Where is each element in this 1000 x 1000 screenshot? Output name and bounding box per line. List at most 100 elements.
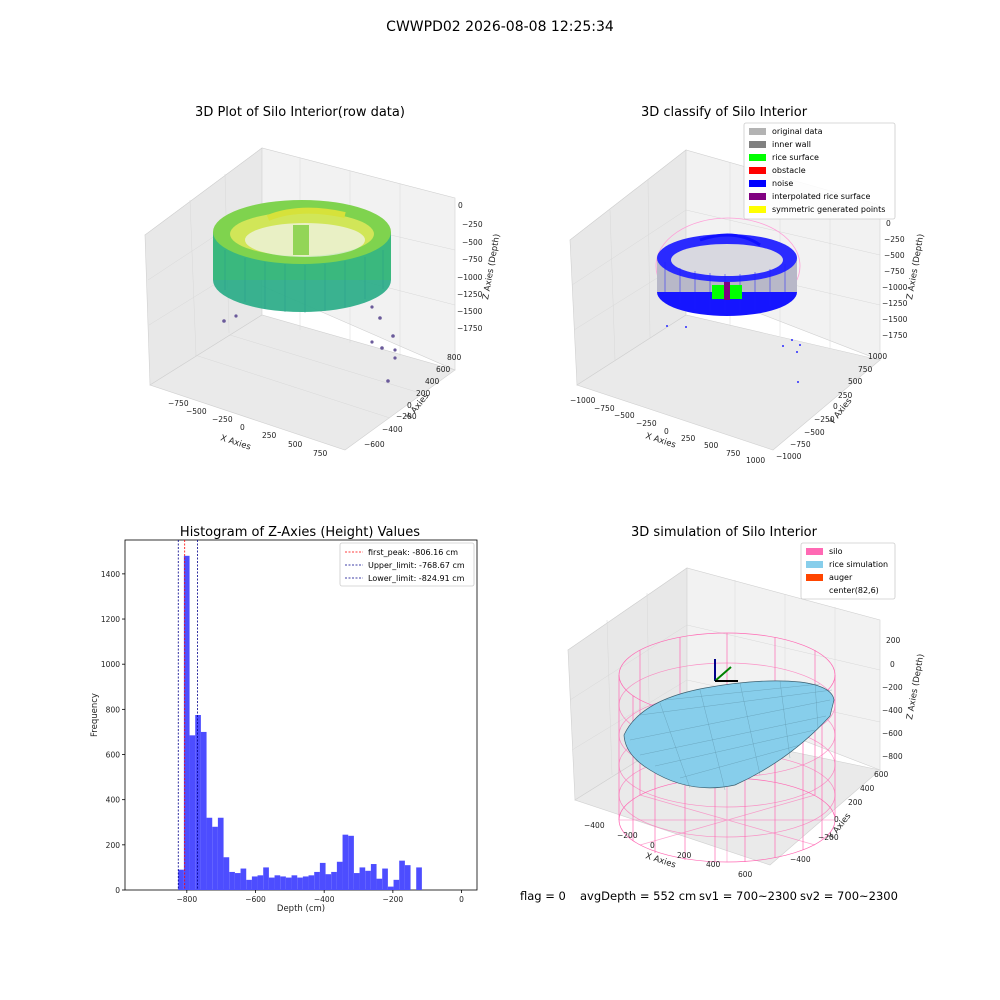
histogram-bar <box>291 875 298 890</box>
histogram-bar <box>393 879 400 890</box>
z-tick: −500 <box>462 238 483 247</box>
panel4-center-axes-marker <box>714 659 738 682</box>
figure-suptitle: CWWPD02 2026-08-08 12:25:34 <box>386 19 614 35</box>
z-tick: −1250 <box>882 299 908 308</box>
histogram-bar <box>314 871 320 890</box>
panel-simulation-3d: 3D simulation of Silo Interior <box>567 525 927 879</box>
panel4-title: 3D simulation of Silo Interior <box>631 525 818 540</box>
y-tick: 0 <box>407 401 412 410</box>
x-tick: 250 <box>681 434 696 443</box>
y-tick-label: 600 <box>106 751 121 760</box>
panel1-z-label: Z Axies (Depth) <box>481 233 502 300</box>
x-tick: −200 <box>617 831 638 840</box>
legend-label: rice surface <box>772 153 819 162</box>
y-tick: 0 <box>833 402 838 411</box>
y-tick-label: 800 <box>106 705 121 714</box>
legend-item: interpolated rice surface <box>749 192 870 201</box>
legend-label: center(82,6) <box>829 586 879 595</box>
legend-item: inner wall <box>749 140 811 149</box>
histogram-y-ticks: 0 200 400 600 800 1000 1200 1400 <box>101 570 125 895</box>
histogram-bar <box>302 876 309 890</box>
y-tick: 500 <box>848 377 863 386</box>
y-tick: −600 <box>364 440 385 449</box>
histogram-bar <box>183 555 190 890</box>
histogram-x-label: Depth (cm) <box>277 904 325 914</box>
panel-raw-data-3d: 3D Plot of Silo Interior(row data) <box>144 105 503 458</box>
y-tick: 200 <box>848 798 863 807</box>
histogram-bar <box>399 860 405 890</box>
histogram-bar <box>257 875 264 890</box>
legend-swatch-symmetric <box>749 206 766 213</box>
panel2-point-cloud <box>655 217 801 383</box>
z-tick: −250 <box>884 235 905 244</box>
y-tick: 400 <box>425 377 440 386</box>
histogram-bar <box>263 867 269 890</box>
histogram-bar <box>206 817 213 890</box>
flag-text: flag = 0 <box>520 889 566 903</box>
histogram-bar <box>251 876 258 890</box>
panel-histogram: Histogram of Z-Axies (Height) Values −80… <box>90 525 478 914</box>
legend-label: silo <box>829 547 843 556</box>
legend-item: obstacle <box>749 166 806 175</box>
panel2-legend: original data inner wall rice surface ob… <box>743 122 896 220</box>
x-tick: 500 <box>288 440 303 449</box>
z-tick: −800 <box>882 752 903 761</box>
histogram-bar <box>348 835 354 890</box>
y-tick-label: 200 <box>106 841 121 850</box>
x-tick: 250 <box>262 431 277 440</box>
histogram-bar <box>308 875 315 890</box>
z-tick: −500 <box>884 251 905 260</box>
z-tick: −750 <box>884 267 905 276</box>
x-tick: 750 <box>313 449 328 458</box>
histogram-bar <box>365 870 371 890</box>
z-tick: −1250 <box>457 290 483 299</box>
y-tick: 400 <box>860 784 875 793</box>
panel1-point-cloud <box>213 200 397 383</box>
z-tick: −750 <box>462 255 483 264</box>
histogram-bar <box>223 857 230 890</box>
histogram-bar <box>240 868 247 890</box>
y-tick: 0 <box>834 815 839 824</box>
x-tick: −500 <box>186 407 207 416</box>
legend-label: interpolated rice surface <box>772 192 870 201</box>
x-tick: 750 <box>726 449 741 458</box>
y-tick: 750 <box>858 365 873 374</box>
panel4-x-label: X Axies <box>644 851 677 870</box>
legend-label: Upper_limit: -768.67 cm <box>368 561 465 570</box>
y-tick: −1000 <box>776 452 802 461</box>
y-tick-label: 1200 <box>101 615 120 624</box>
legend-item: symmetric generated points <box>749 205 885 214</box>
x-tick: 0 <box>664 427 669 436</box>
y-tick: −200 <box>818 833 839 842</box>
histogram-bar <box>234 873 241 890</box>
y-tick-label: 0 <box>115 886 120 895</box>
x-tick: −250 <box>212 415 233 424</box>
sv2-text: sv2 = 700~2300 <box>800 889 898 903</box>
z-tick: −1000 <box>457 273 483 282</box>
panel2-title: 3D classify of Silo Interior <box>641 105 808 120</box>
histogram-bar <box>387 886 394 890</box>
histogram-x-ticks: −800 −600 −400 −200 0 <box>177 890 464 904</box>
panel1-title: 3D Plot of Silo Interior(row data) <box>195 105 405 120</box>
y-tick: −250 <box>814 415 835 424</box>
z-tick: −1500 <box>457 307 483 316</box>
x-tick: 1000 <box>746 456 765 465</box>
panel4-z-ticks: 200 0 −200 −400 −600 −800 Z Axies (Depth… <box>882 636 927 761</box>
histogram-bar <box>246 879 252 890</box>
panel2-z-ticks: 0 −250 −500 −750 −1000 −1250 −1500 −1750… <box>882 219 927 340</box>
legend-swatch-silo <box>806 548 823 555</box>
panel4-legend: silo rice simulation auger center(82,6) <box>800 542 896 600</box>
histogram-bar <box>280 876 286 890</box>
y-tick: −500 <box>804 428 825 437</box>
panel4-z-label: Z Axies (Depth) <box>905 653 926 720</box>
x-tick-label: −400 <box>314 895 335 904</box>
x-tick: −400 <box>584 821 605 830</box>
z-tick: 0 <box>886 219 891 228</box>
z-tick: 200 <box>886 636 901 645</box>
x-tick: −1000 <box>570 396 596 405</box>
y-tick: 800 <box>447 353 462 362</box>
z-tick: −1000 <box>882 283 908 292</box>
histogram-bar <box>200 731 207 890</box>
legend-label: auger <box>829 573 853 582</box>
